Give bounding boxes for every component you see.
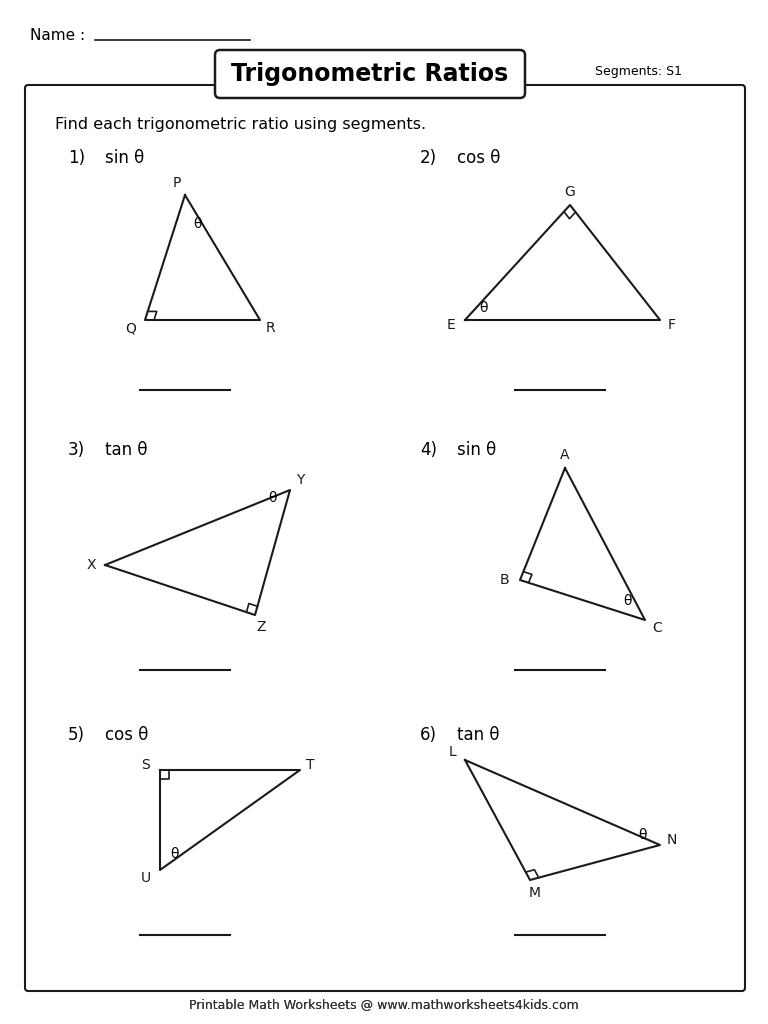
- Text: E: E: [447, 318, 455, 332]
- Text: C: C: [652, 621, 662, 635]
- FancyBboxPatch shape: [215, 50, 525, 98]
- Text: Segments: S1: Segments: S1: [595, 66, 682, 79]
- Text: Name :: Name :: [30, 28, 85, 43]
- Text: B: B: [499, 573, 509, 587]
- Text: sin θ: sin θ: [457, 441, 496, 459]
- Text: cos θ: cos θ: [105, 726, 148, 744]
- Text: 3): 3): [68, 441, 85, 459]
- Text: θ: θ: [623, 594, 631, 608]
- Text: θ: θ: [479, 301, 488, 315]
- Text: 5): 5): [68, 726, 85, 744]
- Text: Find each trigonometric ratio using segments.: Find each trigonometric ratio using segm…: [55, 118, 426, 132]
- Text: cos θ: cos θ: [457, 150, 501, 167]
- Text: θ: θ: [170, 847, 178, 861]
- Text: θ: θ: [193, 217, 201, 231]
- Text: N: N: [667, 833, 677, 847]
- Text: Y: Y: [296, 473, 304, 487]
- FancyBboxPatch shape: [25, 85, 745, 991]
- Text: Trigonometric Ratios: Trigonometric Ratios: [231, 62, 508, 86]
- Text: F: F: [668, 318, 676, 332]
- Text: Z: Z: [257, 620, 266, 634]
- Text: Printable Math Worksheets @ www.mathworksheets4kids.com: Printable Math Worksheets @ www.mathwork…: [189, 998, 579, 1012]
- Text: M: M: [529, 886, 541, 900]
- Text: P: P: [173, 176, 181, 190]
- Text: U: U: [141, 871, 151, 885]
- Text: R: R: [265, 321, 275, 335]
- Text: Q: Q: [125, 321, 137, 335]
- Text: A: A: [560, 449, 570, 462]
- Text: 4): 4): [420, 441, 437, 459]
- Text: 1): 1): [68, 150, 85, 167]
- Text: 2): 2): [420, 150, 437, 167]
- Text: tan θ: tan θ: [457, 726, 499, 744]
- Text: S: S: [141, 758, 151, 772]
- Text: L: L: [449, 745, 457, 759]
- Text: θ: θ: [268, 490, 276, 505]
- Text: Printable Math Worksheets @ www.mathworksheets4kids.com: Printable Math Worksheets @ www.mathwork…: [189, 998, 579, 1012]
- Text: θ: θ: [638, 828, 647, 842]
- Text: X: X: [86, 558, 96, 572]
- Text: sin θ: sin θ: [105, 150, 144, 167]
- Text: 6): 6): [420, 726, 437, 744]
- Text: G: G: [564, 185, 575, 199]
- Text: T: T: [306, 758, 314, 772]
- Text: tan θ: tan θ: [105, 441, 147, 459]
